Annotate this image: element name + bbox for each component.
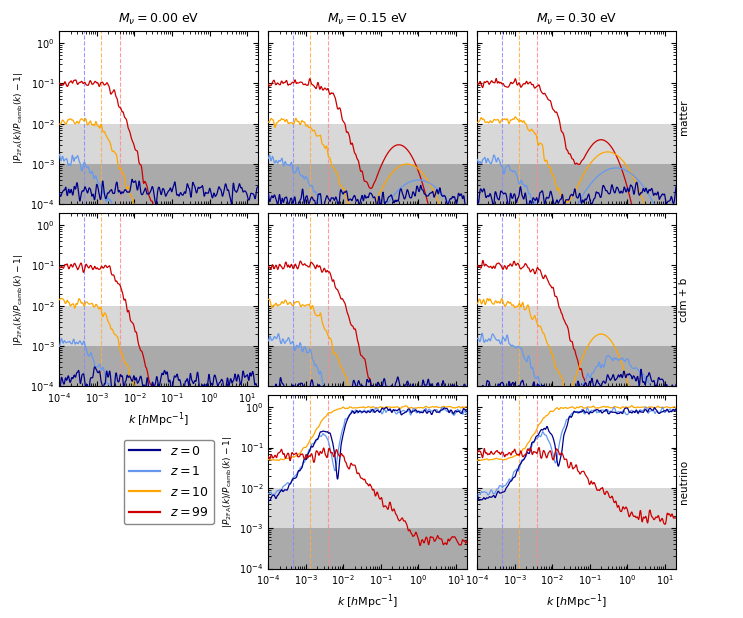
Y-axis label: $|P_{\mathrm{2FA}}(k)/P_{\mathrm{camb}}(k) - 1|$: $|P_{\mathrm{2FA}}(k)/P_{\mathrm{camb}}(… xyxy=(12,254,25,345)
Bar xyxy=(268,124,467,164)
Y-axis label: $|P_{\mathrm{2FA}}(k)/P_{\mathrm{camb}}(k) - 1|$: $|P_{\mathrm{2FA}}(k)/P_{\mathrm{camb}}(… xyxy=(12,72,25,164)
Title: $M_\nu = 0.30$ eV: $M_\nu = 0.30$ eV xyxy=(536,12,617,27)
Bar xyxy=(268,164,467,205)
Bar xyxy=(268,306,467,346)
Bar xyxy=(59,124,259,164)
Bar xyxy=(59,346,259,386)
Legend: $z = 0$, $z = 1$, $z = 10$, $z = 99$: $z = 0$, $z = 1$, $z = 10$, $z = 99$ xyxy=(124,439,214,524)
X-axis label: $k\;[h\mathrm{Mpc}^{-1}]$: $k\;[h\mathrm{Mpc}^{-1}]$ xyxy=(337,593,398,611)
Bar xyxy=(477,528,676,569)
Title: $M_\nu = 0.00$ eV: $M_\nu = 0.00$ eV xyxy=(118,12,200,27)
Bar xyxy=(477,124,676,164)
Bar xyxy=(477,488,676,528)
Bar xyxy=(477,306,676,346)
Bar xyxy=(268,528,467,569)
Text: matter: matter xyxy=(679,100,689,135)
Bar xyxy=(268,346,467,386)
Y-axis label: $|P_{\mathrm{2FA}}(k)/P_{\mathrm{camb}}(k) - 1|$: $|P_{\mathrm{2FA}}(k)/P_{\mathrm{camb}}(… xyxy=(221,436,234,528)
X-axis label: $k\;[h\mathrm{Mpc}^{-1}]$: $k\;[h\mathrm{Mpc}^{-1}]$ xyxy=(129,411,189,430)
Bar xyxy=(268,488,467,528)
Bar xyxy=(59,306,259,346)
Title: $M_\nu = 0.15$ eV: $M_\nu = 0.15$ eV xyxy=(327,12,409,27)
X-axis label: $k\;[h\mathrm{Mpc}^{-1}]$: $k\;[h\mathrm{Mpc}^{-1}]$ xyxy=(546,593,607,611)
Bar xyxy=(477,346,676,386)
Text: neutrino: neutrino xyxy=(679,460,689,504)
Text: cdm + b: cdm + b xyxy=(679,277,689,322)
Bar xyxy=(477,164,676,205)
Bar xyxy=(59,164,259,205)
